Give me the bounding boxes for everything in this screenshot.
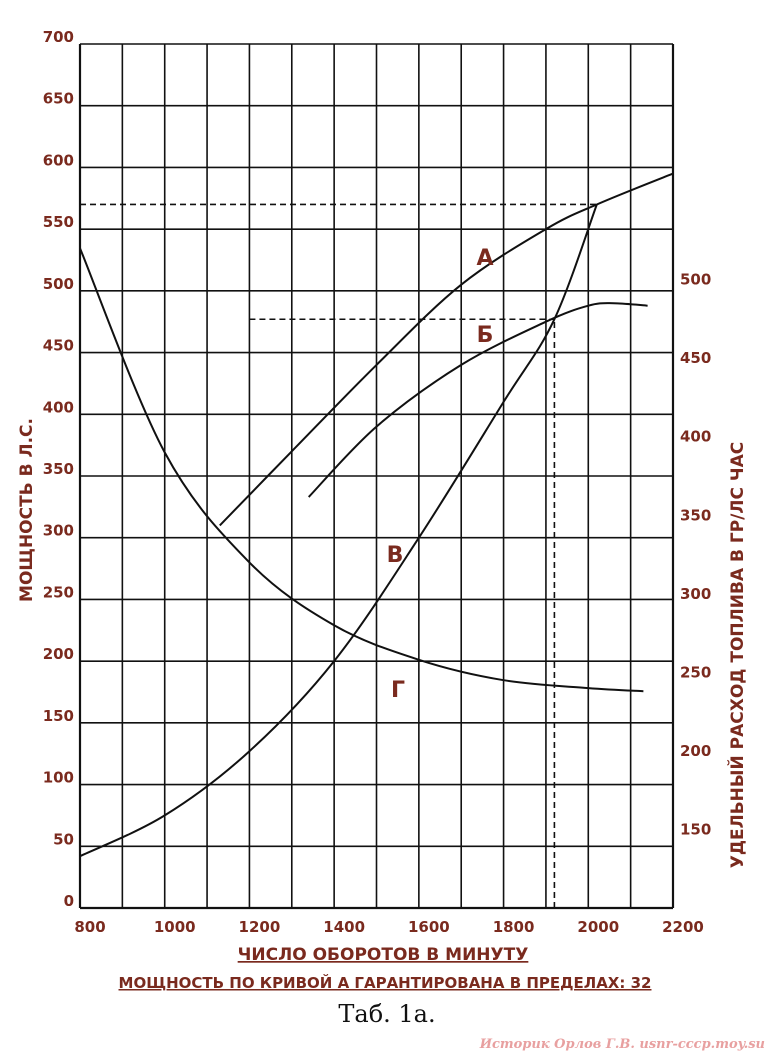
y-axis-right-title: УДЕЛЬНЫЙ РАСХОД ТОПЛИВА В ГР/ЛС ЧАС [726, 442, 748, 869]
grid [78, 43, 675, 910]
y-left-tick-label: 0 [64, 892, 74, 910]
watermark-text: Историк Орлов Г.В. usnr-cccp.moy.su [479, 1037, 765, 1052]
y-left-tick-label: 400 [43, 398, 74, 416]
y-left-tick-label: 100 [43, 769, 74, 787]
curve-3 [79, 204, 598, 858]
x-tick-label: 2200 [662, 918, 704, 936]
x-tick-label: 1000 [154, 918, 196, 936]
y-left-tick-label: 700 [43, 28, 74, 46]
y-left-tick-label: 350 [43, 460, 74, 478]
x-tick-label: 2000 [577, 918, 619, 936]
y-right-tick-label: 350 [680, 506, 711, 524]
y-right-tick-label: 400 [680, 428, 711, 446]
y-left-tick-label: 600 [43, 151, 74, 169]
y-right-tick-label: 250 [680, 663, 711, 681]
x-axis-title: ЧИСЛО ОБОРОТОВ В МИНУТУ [238, 945, 529, 965]
x-tick-label: 1800 [493, 918, 535, 936]
curve-label-4: Г [391, 678, 405, 703]
curve-4 [79, 247, 644, 693]
y-right-tick-label: 150 [680, 820, 711, 838]
y-left-tick-label: 300 [43, 522, 74, 540]
y-left-tick-label: 200 [43, 645, 74, 663]
y-left-tick-label: 450 [43, 337, 74, 355]
curve-label-1: А [476, 246, 493, 271]
y-axis-left-title: МОЩНОСТЬ В Л.С. [17, 418, 37, 602]
x-tick-label: 1400 [323, 918, 365, 936]
y-left-tick-label: 500 [43, 275, 74, 293]
tick-labels: 0 50 100 150 200 250 300 350 400 450 500 550 600 650 7… [43, 28, 712, 936]
curves [79, 172, 674, 858]
x-tick-label: 800 [74, 918, 105, 936]
y-right-tick-label: 200 [680, 742, 711, 760]
table-caption: Таб. 1а. [338, 1000, 435, 1028]
reference-lines [80, 203, 597, 908]
x-tick-label: 1200 [239, 918, 281, 936]
y-right-tick-label: 500 [680, 271, 711, 289]
curve-label-3: В [387, 543, 404, 568]
curve-2 [307, 302, 648, 498]
y-right-tick-label: 300 [680, 585, 711, 603]
bottom-note: МОЩНОСТЬ ПО КРИВОЙ А ГАРАНТИРОВАНА В ПРЕ… [119, 973, 652, 992]
y-left-tick-label: 650 [43, 90, 74, 108]
x-tick-label: 1600 [408, 918, 450, 936]
y-left-tick-label: 250 [43, 583, 74, 601]
curve-labels: А Б В Г [387, 246, 494, 703]
y-left-tick-label: 150 [43, 707, 74, 725]
curve-label-2: Б [477, 323, 494, 348]
y-left-tick-label: 50 [53, 830, 74, 848]
y-right-tick-label: 450 [680, 349, 711, 367]
y-left-tick-label: 550 [43, 213, 74, 231]
